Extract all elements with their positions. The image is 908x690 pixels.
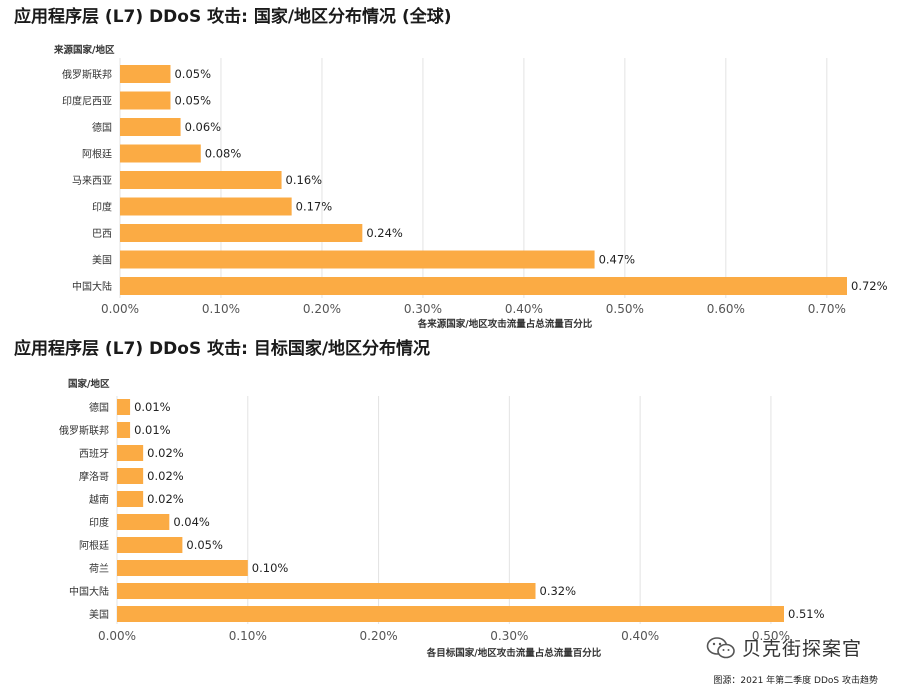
chart-2-bar [117, 583, 536, 599]
chart-2-category-label: 中国大陆 [69, 585, 109, 598]
chart-1-x-axis-title: 各来源国家/地区攻击流量占总流量百分比 [417, 318, 593, 330]
chart-2-data-label: 0.01% [134, 423, 171, 437]
chart-2-data-label: 0.51% [788, 607, 825, 621]
source-note: 图源：2021 年第二季度 DDoS 攻击趋势 [713, 676, 878, 686]
chart-1-tick-label: 0.30% [404, 302, 442, 316]
chart-2-x-axis-title: 各目标国家/地区攻击流量占总流量百分比 [426, 647, 602, 659]
chart-1-data-label: 0.17% [296, 200, 333, 214]
chart-2-tick-label: 0.10% [229, 629, 267, 643]
chart-2-y-axis-title: 国家/地区 [68, 378, 110, 390]
chart-2-title: 应用程序层 (L7) DDoS 攻击: 目标国家/地区分布情况 [14, 339, 431, 359]
chart-2-data-label: 0.04% [173, 515, 210, 529]
chart-2-data-label: 0.02% [147, 446, 184, 460]
chart-1-data-label: 0.16% [286, 173, 323, 187]
chart-2-data-label: 0.02% [147, 492, 184, 506]
chart-1-category-label: 中国大陆 [72, 280, 112, 293]
chart-2-category-label: 荷兰 [89, 562, 109, 575]
chart-1-bar [120, 197, 292, 216]
chart-1-data-label: 0.24% [366, 226, 403, 240]
chart-1-category-label: 美国 [92, 254, 112, 267]
chart-2-tick-label: 0.40% [621, 629, 659, 643]
chart-1-tick-label: 0.50% [606, 302, 644, 316]
chart-1-category-label: 印度 [92, 201, 112, 214]
chart-1-data-label: 0.05% [174, 94, 211, 108]
chart-2-category-label: 德国 [89, 401, 109, 414]
chart-2-category-label: 西班牙 [79, 448, 109, 460]
chart-1-category-label: 巴西 [92, 228, 112, 240]
chart-1-tick-label: 0.10% [202, 302, 240, 316]
chart-2-tick-label: 0.20% [360, 629, 398, 643]
chart-1-tick-label: 0.20% [303, 302, 341, 316]
chart-1-bar [120, 277, 847, 295]
chart-2-category-label: 越南 [89, 493, 109, 506]
chart-2-tick-label: 0.30% [490, 629, 528, 643]
chart-1-category-label: 俄罗斯联邦 [62, 68, 112, 81]
chart-1-bar [120, 250, 595, 269]
chart-1-bar [120, 144, 201, 163]
chart-1-tick-label: 0.00% [101, 302, 139, 316]
chart-2-bar [117, 514, 170, 530]
chart-2-tick-label: 0.50% [752, 629, 790, 643]
chart-2-data-label: 0.02% [147, 469, 184, 483]
chart-2-category-label: 阿根廷 [79, 539, 109, 552]
chart-1-bar [120, 224, 363, 242]
chart-1-category-label: 德国 [92, 121, 112, 134]
chart-1-data-label: 0.05% [174, 67, 211, 81]
chart-2-bar [117, 491, 144, 507]
chart-1-tick-label: 0.40% [505, 302, 543, 316]
chart-2-tick-label: 0.00% [98, 629, 136, 643]
chart-1-tick-label: 0.70% [808, 302, 846, 316]
chart-2-bar [117, 537, 183, 553]
chart-1-title: 应用程序层 (L7) DDoS 攻击: 国家/地区分布情况 (全球) [14, 7, 452, 27]
chart-1-category-label: 印度尼西亚 [62, 95, 112, 108]
chart-1-data-label: 0.08% [205, 147, 242, 161]
chart-2-category-label: 俄罗斯联邦 [59, 424, 109, 437]
chart-2-bar [117, 560, 248, 576]
chart-1-bar [120, 118, 181, 136]
chart-2-bar [117, 445, 144, 461]
chart-1-data-label: 0.47% [599, 253, 636, 267]
chart-1-y-axis-title: 来源国家/地区 [53, 44, 115, 56]
chart-2-data-label: 0.01% [134, 400, 171, 414]
chart-1: 0.00% 0.10% 0.20% 0.30% 0.40% 0.50% 0.60% 0.70%… [53, 44, 888, 330]
chart-2-data-label: 0.10% [252, 561, 289, 575]
watermark-text: 贝克街探案官 [742, 638, 863, 660]
chart-1-tick-label: 0.60% [707, 302, 745, 316]
chart-2-data-label: 0.32% [540, 584, 577, 598]
chart-2-bar [117, 399, 131, 415]
chart-1-bar [120, 65, 171, 83]
wechat-icon [706, 636, 735, 658]
chart-2-bar [117, 468, 144, 484]
chart-2-category-label: 摩洛哥 [79, 470, 109, 483]
chart-1-data-label: 0.06% [185, 120, 222, 134]
chart-2-category-label: 印度 [89, 516, 109, 529]
chart-2-bar [117, 606, 784, 622]
chart-2-bar [117, 422, 131, 438]
chart-2-data-label: 0.05% [186, 538, 223, 552]
chart-1-bar [120, 91, 171, 110]
watermark: 贝克街探案官 [706, 634, 862, 661]
chart-1-category-label: 马来西亚 [72, 175, 112, 187]
chart-2-category-label: 美国 [89, 608, 109, 621]
chart-1-category-label: 阿根廷 [82, 148, 112, 161]
chart-1-bar [120, 171, 282, 189]
chart-1-data-label: 0.72% [851, 279, 888, 293]
